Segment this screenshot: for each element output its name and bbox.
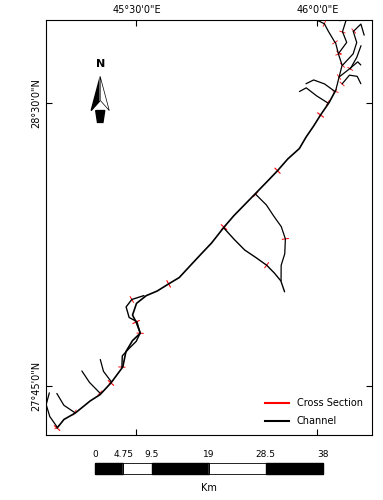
Bar — [209, 463, 266, 474]
Text: 19: 19 — [203, 450, 214, 460]
Text: 0: 0 — [92, 450, 98, 460]
Text: 38: 38 — [317, 450, 329, 460]
Text: 28.5: 28.5 — [256, 450, 276, 460]
Bar — [95, 463, 123, 474]
Polygon shape — [91, 76, 100, 110]
Text: Km: Km — [201, 483, 217, 493]
Bar — [95, 463, 123, 474]
Bar — [123, 463, 152, 474]
Text: 4.75: 4.75 — [113, 450, 133, 460]
Bar — [266, 463, 322, 474]
Legend: Cross Section, Channel: Cross Section, Channel — [261, 394, 367, 430]
Text: 9.5: 9.5 — [144, 450, 159, 460]
Bar — [152, 463, 209, 474]
Bar — [152, 463, 209, 474]
Polygon shape — [96, 110, 105, 122]
Text: N: N — [96, 59, 105, 69]
Polygon shape — [100, 76, 109, 110]
Bar — [209, 463, 266, 474]
Bar — [266, 463, 322, 474]
Bar — [123, 463, 152, 474]
